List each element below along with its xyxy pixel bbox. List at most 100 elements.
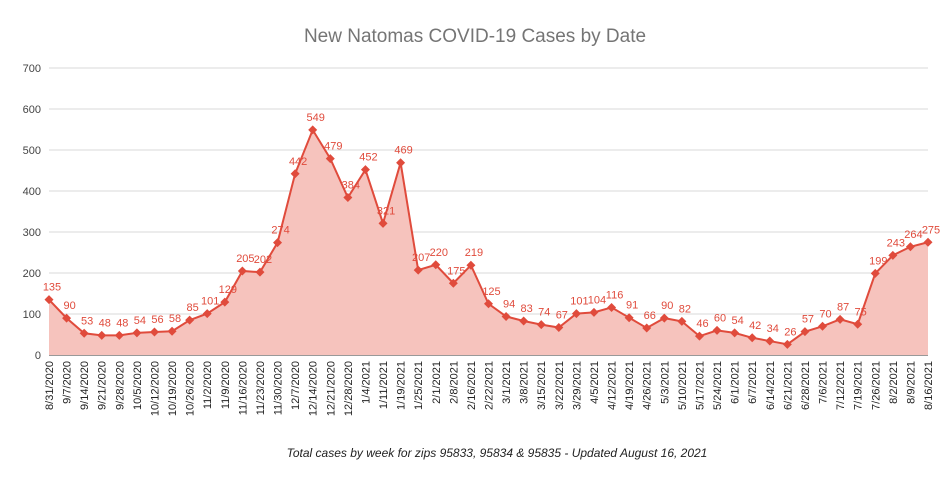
x-tick-label: 6/7/2021 (747, 361, 759, 404)
data-label: 101 (201, 296, 219, 308)
chart-title: New Natomas COVID-19 Cases by Date (304, 26, 646, 47)
data-point (167, 326, 177, 336)
y-tick-label: 100 (23, 309, 41, 321)
data-markers (44, 125, 933, 349)
gridlines (49, 67, 928, 356)
x-tick-label: 2/16/2021 (466, 361, 478, 410)
x-tick-label: 11/23/2020 (255, 361, 267, 415)
data-point (747, 333, 757, 343)
x-tick-label: 8/9/2021 (905, 361, 917, 404)
data-label: 274 (271, 225, 289, 237)
x-tick-label: 2/8/2021 (448, 361, 460, 404)
x-tick-label: 2/22/2021 (484, 361, 496, 410)
data-label: 219 (465, 247, 483, 259)
x-tick-label: 3/8/2021 (519, 361, 531, 404)
data-point (185, 315, 195, 325)
data-label: 83 (521, 303, 533, 315)
data-label: 321 (377, 205, 395, 217)
x-tick-label: 9/28/2020 (114, 361, 126, 410)
data-label: 549 (307, 112, 325, 124)
data-label: 67 (556, 310, 568, 322)
data-point (554, 323, 564, 333)
x-tick-label: 1/11/2021 (378, 361, 390, 409)
x-tick-label: 12/7/2020 (290, 361, 302, 410)
data-point (589, 307, 599, 317)
data-label: 452 (359, 152, 377, 164)
data-point (114, 330, 124, 340)
data-point (132, 328, 142, 338)
data-point (202, 309, 212, 319)
x-tick-label: 10/12/2020 (149, 361, 161, 416)
data-label: 125 (482, 286, 500, 298)
x-tick-label: 11/2/2020 (202, 361, 214, 409)
data-point (62, 313, 72, 323)
data-point (765, 336, 775, 346)
y-tick-label: 200 (23, 268, 41, 280)
data-label: 56 (151, 314, 163, 326)
data-label: 82 (679, 303, 691, 315)
data-point (484, 299, 493, 309)
data-point (659, 313, 669, 323)
x-tick-label: 8/16/2021 (923, 361, 935, 410)
data-label: 70 (819, 308, 831, 320)
data-point (44, 295, 54, 305)
data-label: 54 (134, 315, 146, 327)
data-label: 116 (606, 289, 624, 301)
data-point (782, 339, 792, 349)
y-tick-label: 400 (23, 186, 41, 198)
data-label: 66 (644, 310, 656, 322)
data-point (501, 311, 511, 321)
data-label: 74 (538, 307, 550, 319)
x-tick-label: 3/22/2021 (554, 361, 566, 410)
x-tick-label: 11/30/2020 (273, 361, 285, 415)
data-point (835, 314, 845, 324)
data-label: 87 (837, 301, 849, 313)
data-label: 58 (169, 313, 181, 325)
data-label: 104 (588, 294, 606, 306)
data-point (712, 325, 722, 335)
data-label: 442 (289, 156, 307, 168)
x-tick-label: 1/19/2021 (396, 361, 408, 410)
x-tick-label: 8/2/2021 (888, 361, 900, 404)
data-point (466, 260, 476, 270)
data-point (325, 154, 335, 164)
x-tick-label: 9/7/2020 (62, 361, 74, 404)
data-label: 26 (784, 326, 796, 338)
data-point (818, 321, 828, 331)
x-tick-label: 7/19/2021 (853, 361, 865, 410)
data-label: 129 (219, 284, 237, 296)
data-point (607, 302, 617, 312)
data-label: 202 (254, 254, 272, 266)
data-label: 199 (869, 255, 887, 267)
x-tick-label: 4/26/2021 (642, 361, 654, 410)
data-point (853, 319, 863, 329)
x-tick-label: 12/14/2020 (308, 361, 320, 416)
x-tick-label: 9/21/2020 (97, 361, 109, 410)
data-point (870, 268, 880, 278)
chart-subtitle: Total cases by week for zips 95833, 9583… (287, 446, 708, 460)
data-label: 75 (855, 306, 867, 318)
data-label: 34 (767, 323, 779, 335)
data-label: 60 (714, 312, 726, 324)
y-tick-label: 0 (35, 350, 41, 362)
data-label: 94 (503, 298, 515, 310)
data-label: 207 (412, 252, 430, 264)
data-point (677, 316, 687, 326)
data-label: 48 (99, 317, 111, 329)
data-point (237, 266, 247, 276)
x-tick-label: 5/17/2021 (694, 361, 706, 410)
data-label: 91 (626, 300, 638, 312)
data-point (378, 218, 388, 228)
x-tick-label: 7/26/2021 (870, 361, 882, 410)
data-label: 205 (236, 253, 254, 265)
data-point (448, 278, 458, 288)
data-label: 54 (731, 315, 743, 327)
data-label: 384 (342, 180, 360, 192)
data-point (79, 328, 89, 338)
data-point (149, 327, 159, 337)
data-point (536, 320, 546, 330)
data-label: 53 (81, 315, 93, 327)
data-label: 135 (43, 282, 61, 294)
data-label: 90 (661, 300, 673, 312)
